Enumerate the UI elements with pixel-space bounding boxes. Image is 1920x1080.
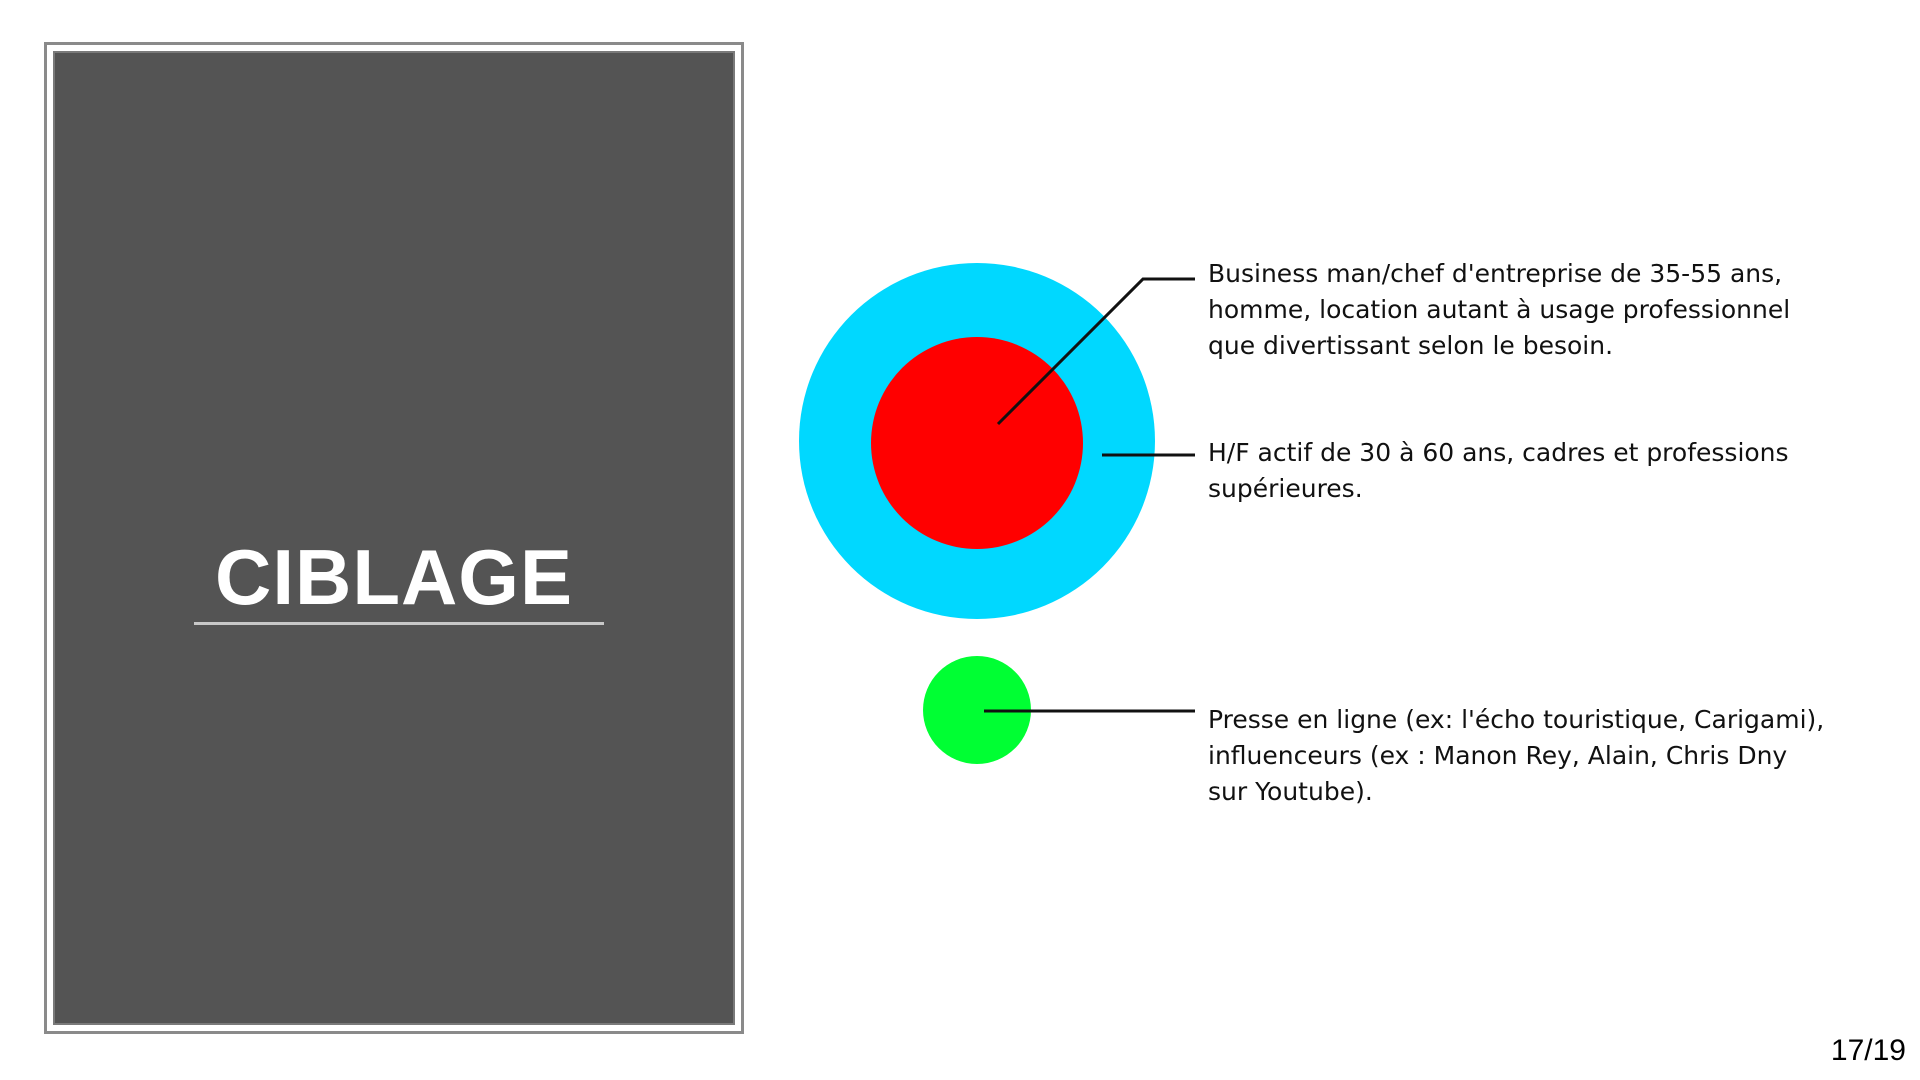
title-panel: CIBLAGE	[44, 42, 744, 1034]
outer-target-label: H/F actif de 30 à 60 ans, cadres et prof…	[1208, 438, 1789, 503]
press-target-circle	[923, 656, 1031, 764]
title-underline	[194, 622, 604, 625]
core-leader-line	[996, 277, 1195, 426]
title-panel-inner: CIBLAGE	[53, 51, 735, 1025]
page-number: 17/19	[1830, 1034, 1906, 1067]
slide-title: CIBLAGE	[215, 533, 573, 621]
press-target-label: Presse en ligne (ex: l'écho touristique,…	[1208, 705, 1825, 806]
core-target-label: Business man/chef d'entreprise de 35-55 …	[1208, 259, 1791, 360]
